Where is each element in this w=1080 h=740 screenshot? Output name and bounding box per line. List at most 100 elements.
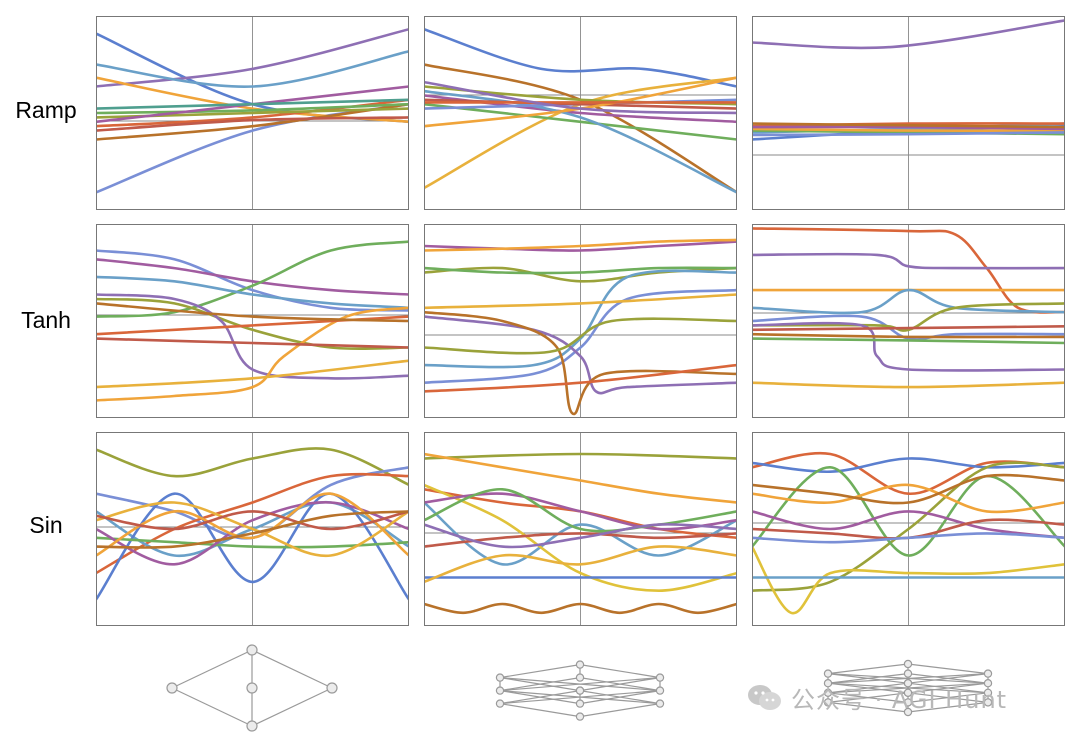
panel-frame — [752, 432, 1065, 626]
panel-frame — [424, 432, 737, 626]
series-line — [424, 310, 737, 415]
series-line — [96, 249, 409, 312]
series-line — [96, 98, 409, 110]
series-line — [424, 288, 737, 384]
panel-tanh-2 — [424, 224, 737, 418]
panel-frame — [424, 16, 737, 210]
watermark: 公众号 · AGI Hunt — [745, 680, 1007, 715]
graph-diagram-2 — [495, 660, 665, 721]
series-line — [424, 483, 737, 592]
graph-edge — [827, 673, 989, 684]
series-line — [424, 545, 737, 584]
panel-frame — [96, 16, 409, 210]
series-line — [424, 89, 737, 194]
series-line — [424, 27, 737, 88]
graph-node — [246, 720, 258, 732]
graph-node — [903, 698, 913, 707]
series-line — [424, 452, 737, 460]
series-line — [752, 461, 1065, 592]
graph-edge — [171, 687, 253, 727]
graph-node — [823, 669, 833, 678]
graph-node — [823, 679, 833, 688]
series-line — [424, 452, 737, 504]
graph-node — [983, 698, 993, 707]
series-line — [424, 98, 737, 110]
graph-edge — [579, 690, 661, 705]
graph-node — [575, 699, 585, 708]
series-line — [96, 27, 409, 88]
series-line — [96, 293, 409, 380]
graph-edge — [827, 682, 989, 694]
graph-edge — [499, 677, 661, 692]
series-line — [752, 252, 1065, 270]
graph-edge — [499, 703, 581, 718]
row-label-ramp: Ramp — [15, 97, 77, 123]
panel-ramp-3 — [752, 16, 1065, 210]
graph-node — [575, 712, 585, 721]
series-line — [752, 127, 1065, 133]
series-line — [752, 451, 1065, 496]
graph-node — [246, 644, 258, 656]
series-line — [752, 321, 1065, 372]
wechat-icon — [748, 684, 781, 710]
graph-node — [575, 686, 585, 695]
graph-node — [655, 699, 665, 708]
series-line — [424, 317, 737, 355]
graph-edge — [251, 687, 333, 727]
series-line — [424, 602, 737, 615]
series-line — [752, 381, 1065, 389]
graph-node — [655, 673, 665, 682]
graph-node — [495, 699, 505, 708]
series-line — [424, 523, 737, 549]
series-line — [96, 240, 409, 318]
series-line — [424, 269, 737, 369]
series-line — [96, 472, 409, 575]
series-line — [96, 447, 409, 487]
series-line — [96, 116, 409, 132]
series-line — [96, 337, 409, 349]
panel-ramp-2 — [424, 16, 737, 210]
graph-node — [983, 688, 993, 698]
panel-tanh-1 — [96, 224, 409, 418]
panel-frame — [424, 224, 737, 418]
series-line — [96, 98, 409, 128]
series-line — [96, 297, 409, 351]
graph-node — [495, 686, 505, 695]
panel-sin-1 — [96, 432, 409, 626]
series-line — [752, 227, 1065, 314]
graph-edge — [499, 677, 581, 692]
series-line — [96, 50, 409, 88]
panel-sin-2 — [424, 432, 737, 626]
graph-node — [246, 682, 258, 694]
series-line — [96, 306, 409, 402]
graph-node — [983, 669, 993, 678]
series-line — [96, 76, 409, 124]
series-line — [752, 483, 1065, 514]
graph-node — [495, 673, 505, 682]
series-line — [752, 337, 1065, 345]
graph-edge — [579, 677, 661, 692]
series-line — [752, 19, 1065, 50]
graph-edge — [499, 664, 581, 679]
graph-edge — [171, 649, 253, 689]
panel-ramp-1 — [96, 16, 409, 210]
graph-node — [823, 698, 833, 707]
row-label-tanh: Tanh — [21, 307, 71, 333]
series-line — [752, 457, 1065, 474]
series-line — [752, 125, 1065, 131]
series-line — [752, 325, 1065, 332]
graph-node — [903, 707, 913, 717]
series-line — [96, 510, 409, 531]
graph-edge — [579, 703, 661, 718]
series-line — [752, 473, 1065, 505]
series-line — [424, 487, 737, 533]
graph-edge — [907, 682, 989, 694]
series-line — [96, 359, 409, 389]
graph-node — [326, 682, 338, 694]
graph-diagram-1 — [166, 644, 338, 732]
series-line — [96, 102, 409, 115]
graph-edge — [579, 664, 661, 679]
graph-edge — [907, 701, 989, 713]
series-line — [752, 465, 1065, 557]
